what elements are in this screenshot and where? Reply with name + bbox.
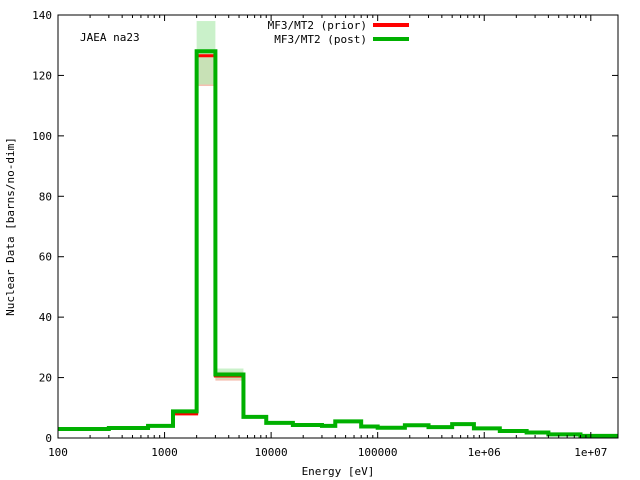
y-tick-label: 80 — [39, 190, 52, 203]
y-tick-label: 20 — [39, 372, 52, 385]
y-tick-label: 0 — [45, 432, 52, 445]
y-tick-label: 40 — [39, 311, 52, 324]
y-tick-label: 100 — [32, 130, 52, 143]
chart-annotation: JAEA na23 — [80, 31, 140, 44]
x-tick-label: 1e+07 — [574, 446, 607, 459]
x-tick-label: 10000 — [255, 446, 288, 459]
x-tick-label: 1000 — [151, 446, 178, 459]
x-axis-ticks: 100 1000 10000 100000 1e+06 1e+07 — [48, 15, 607, 459]
y-tick-label: 120 — [32, 69, 52, 82]
x-axis-label: Energy [eV] — [302, 465, 375, 478]
x-tick-label: 1e+06 — [468, 446, 501, 459]
uncertainty-bands — [58, 21, 618, 437]
y-axis-ticks: 0 20 40 60 80 100 120 140 — [32, 9, 618, 445]
series-line-post — [58, 49, 618, 438]
x-tick-label: 100000 — [358, 446, 398, 459]
legend-label: MF3/MT2 (post) — [274, 33, 367, 46]
plot-frame — [57, 14, 619, 439]
y-tick-label: 60 — [39, 251, 52, 264]
series-lines — [58, 49, 618, 438]
series-line-prior — [58, 54, 618, 438]
x-tick-label: 100 — [48, 446, 68, 459]
y-axis-label: Nuclear Data [barns/no-dim] — [4, 137, 17, 316]
y-tick-label: 140 — [32, 9, 52, 22]
legend-label: MF3/MT2 (prior) — [268, 19, 367, 32]
legend: MF3/MT2 (prior)MF3/MT2 (post) — [268, 19, 409, 46]
